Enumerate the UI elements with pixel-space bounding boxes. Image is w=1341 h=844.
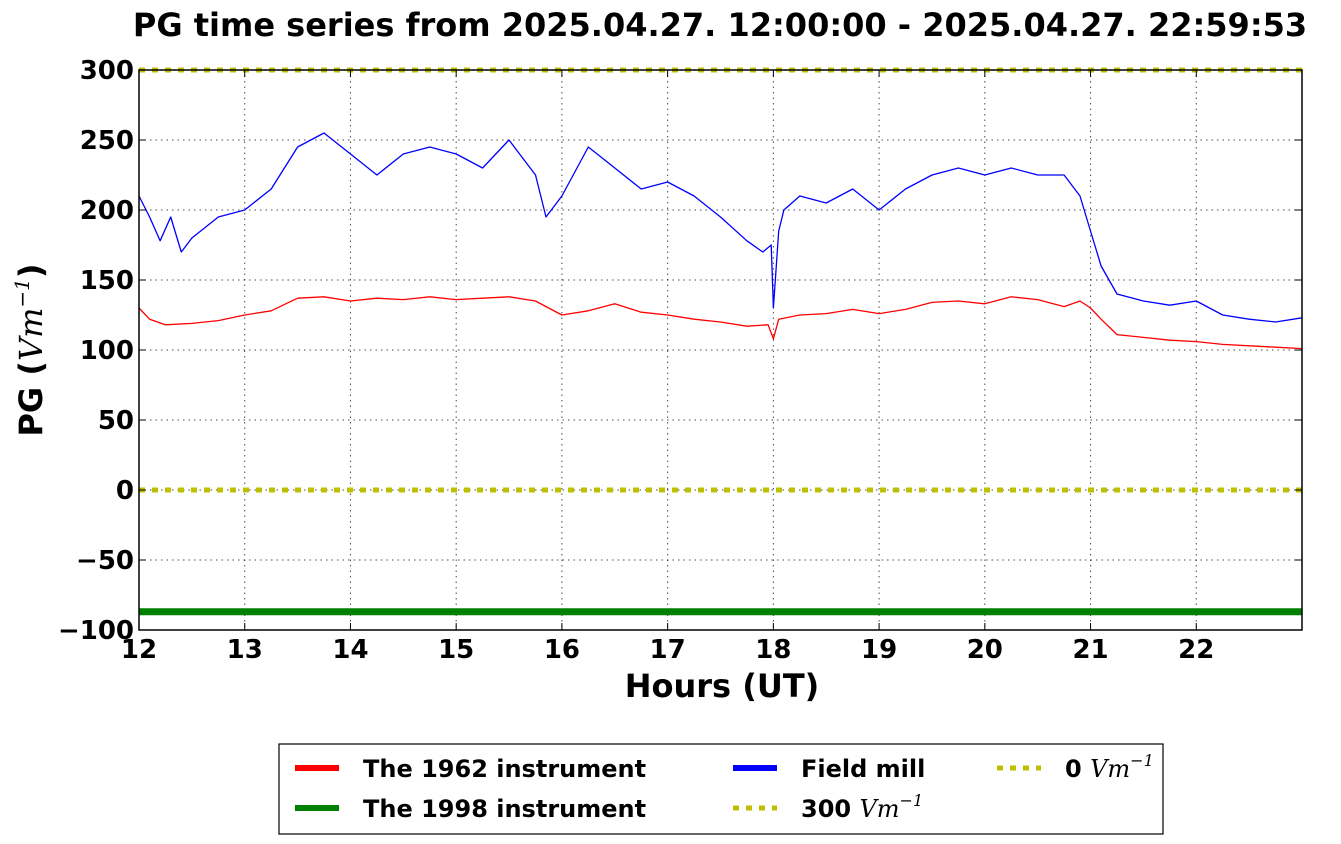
y-tick-label: −100 bbox=[58, 616, 134, 646]
y-axis-label-exponent: −1 bbox=[10, 278, 34, 307]
x-tick-label: 21 bbox=[1072, 635, 1108, 665]
x-tick-label: 20 bbox=[967, 635, 1003, 665]
x-axis-ticks: 12 13 14 15 16 17 18 19 20 21 22 bbox=[121, 70, 1214, 665]
x-tick-label: 13 bbox=[227, 635, 263, 665]
y-tick-label: 100 bbox=[80, 336, 134, 366]
x-tick-label: 19 bbox=[861, 635, 897, 665]
x-axis-label: Hours (UT) bbox=[625, 667, 820, 705]
x-tick-label: 17 bbox=[650, 635, 686, 665]
grid-lines bbox=[139, 70, 1302, 630]
legend-label-1: The 1998 instrument bbox=[363, 795, 646, 823]
y-tick-label: 300 bbox=[80, 56, 134, 86]
y-axis-label-suffix: ) bbox=[12, 263, 50, 278]
y-axis-label-prefix: PG ( bbox=[12, 361, 50, 436]
legend-label-text: 0 bbox=[1065, 755, 1090, 783]
x-tick-label: 12 bbox=[121, 635, 157, 665]
legend-label-4: 0 Vm−1 bbox=[1065, 751, 1154, 783]
y-tick-label: 50 bbox=[98, 406, 134, 436]
chart-title: PG time series from 2025.04.27. 12:00:00… bbox=[133, 6, 1307, 44]
legend-label-text: Field mill bbox=[801, 755, 925, 783]
x-tick-label: 22 bbox=[1178, 635, 1214, 665]
legend-label-2: Field mill bbox=[801, 755, 925, 783]
legend-label-exponent: −1 bbox=[1130, 751, 1154, 770]
y-axis-label-unit: Vm bbox=[12, 308, 50, 361]
x-tick-label: 14 bbox=[332, 635, 368, 665]
x-tick-label: 16 bbox=[544, 635, 580, 665]
y-tick-label: −50 bbox=[76, 546, 134, 576]
legend-label-text: The 1998 instrument bbox=[363, 795, 646, 823]
y-tick-label: 0 bbox=[116, 476, 134, 506]
legend: The 1962 instrument The 1998 instrument Fi… bbox=[278, 743, 1164, 835]
x-tick-label: 18 bbox=[755, 635, 791, 665]
series-line-2 bbox=[138, 132, 1303, 323]
y-tick-label: 200 bbox=[80, 196, 134, 226]
series-lines bbox=[138, 67, 1303, 616]
legend-label-unit: Vm bbox=[1090, 755, 1130, 783]
y-tick-label: 250 bbox=[80, 126, 134, 156]
legend-label-3: 300 Vm−1 bbox=[801, 791, 923, 823]
y-tick-label: 150 bbox=[80, 266, 134, 296]
legend-label-exponent: −1 bbox=[900, 791, 924, 810]
x-tick-label: 15 bbox=[438, 635, 474, 665]
legend-box bbox=[278, 743, 1164, 835]
y-axis-ticks: 300 250 200 150 100 50 0 −50 −100 bbox=[58, 56, 1302, 646]
legend-label-0: The 1962 instrument bbox=[363, 755, 646, 783]
legend-label-text: 300 bbox=[801, 795, 859, 823]
legend-label-unit: Vm bbox=[859, 795, 899, 823]
plot-frame bbox=[138, 69, 1303, 631]
series-line-0 bbox=[138, 296, 1303, 350]
y-axis-label: PG (Vm−1) bbox=[10, 263, 50, 436]
legend-label-text: The 1962 instrument bbox=[363, 755, 646, 783]
